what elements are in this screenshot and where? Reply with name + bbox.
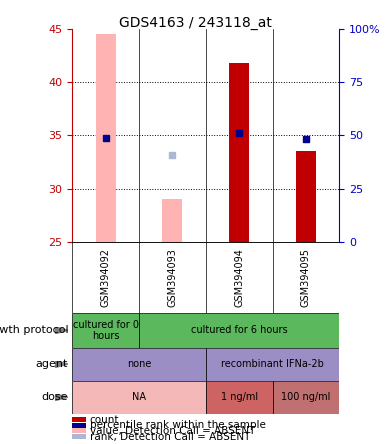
Text: percentile rank within the sample: percentile rank within the sample (90, 420, 266, 430)
Text: count: count (90, 415, 119, 424)
Bar (296, 151, 316, 242)
Text: GSM394095: GSM394095 (301, 248, 311, 307)
Bar (229, 63, 249, 242)
Text: cultured for 0
hours: cultured for 0 hours (73, 320, 138, 341)
Polygon shape (55, 361, 68, 368)
Bar (162, 199, 183, 242)
Bar (139, 313, 339, 348)
Text: cultured for 6 hours: cultured for 6 hours (191, 325, 287, 335)
Text: NA: NA (132, 392, 146, 402)
Text: dose: dose (42, 392, 68, 402)
Text: agent: agent (36, 359, 68, 369)
Bar (206, 348, 339, 381)
Text: GSM394094: GSM394094 (234, 248, 244, 307)
Bar (72, 348, 206, 381)
Text: GSM394093: GSM394093 (167, 248, 177, 307)
Text: 1 ng/ml: 1 ng/ml (221, 392, 258, 402)
Text: GSM394092: GSM394092 (101, 248, 110, 307)
Text: recombinant IFNa-2b: recombinant IFNa-2b (221, 359, 324, 369)
Text: growth protocol: growth protocol (0, 325, 68, 335)
Bar (273, 381, 339, 414)
Text: value, Detection Call = ABSENT: value, Detection Call = ABSENT (90, 426, 255, 436)
Text: 100 ng/ml: 100 ng/ml (281, 392, 331, 402)
Text: none: none (127, 359, 151, 369)
Polygon shape (55, 327, 68, 334)
Text: GDS4163 / 243118_at: GDS4163 / 243118_at (119, 16, 271, 30)
Bar (72, 313, 139, 348)
Bar (206, 381, 273, 414)
Bar (96, 34, 115, 242)
Polygon shape (55, 394, 68, 400)
Bar (72, 381, 206, 414)
Text: rank, Detection Call = ABSENT: rank, Detection Call = ABSENT (90, 432, 250, 442)
